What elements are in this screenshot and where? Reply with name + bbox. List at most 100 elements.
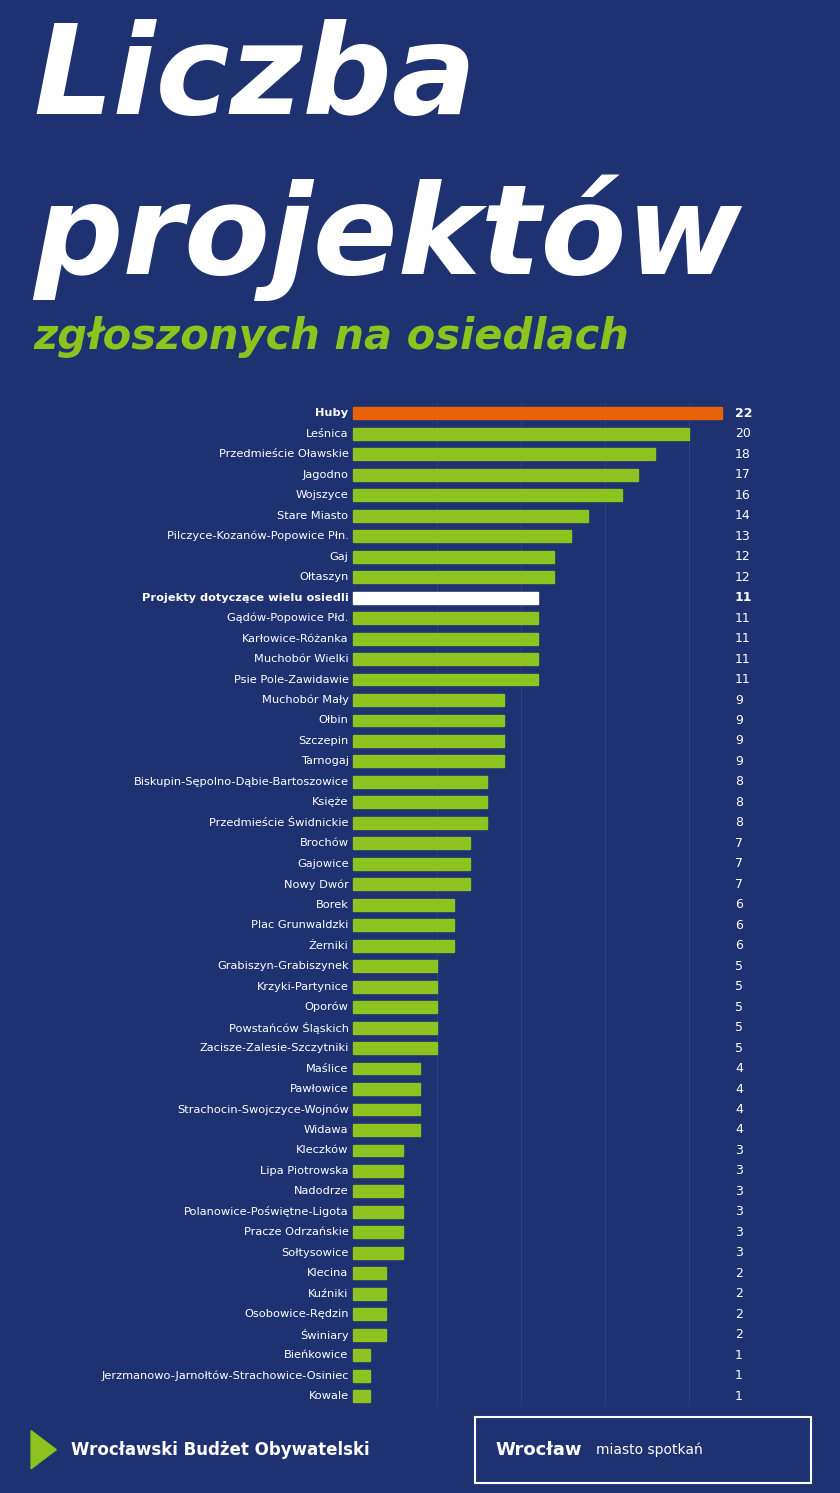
Bar <box>353 1103 420 1115</box>
Text: 5: 5 <box>735 1000 743 1014</box>
Bar <box>353 899 454 911</box>
Text: 12: 12 <box>735 551 751 563</box>
Text: 9: 9 <box>735 714 743 727</box>
Text: 1: 1 <box>735 1390 743 1402</box>
Bar <box>353 796 487 808</box>
Text: 11: 11 <box>735 673 751 685</box>
Text: Pracze Odrzańskie: Pracze Odrzańskie <box>244 1227 349 1238</box>
Text: 4: 4 <box>735 1124 743 1136</box>
Text: 5: 5 <box>735 960 743 972</box>
Bar <box>353 1145 403 1157</box>
Text: Pawłowice: Pawłowice <box>290 1084 349 1094</box>
Bar <box>353 715 504 727</box>
Text: 13: 13 <box>735 530 751 542</box>
Bar <box>353 755 504 767</box>
Text: Zacisze-Zalesie-Szczytniki: Zacisze-Zalesie-Szczytniki <box>199 1044 349 1053</box>
Text: Wrocław: Wrocław <box>496 1441 582 1459</box>
Text: 9: 9 <box>735 755 743 767</box>
Bar <box>353 1021 437 1033</box>
Text: Nowy Dwór: Nowy Dwór <box>284 879 349 890</box>
Text: Kuźniki: Kuźniki <box>308 1288 349 1299</box>
Bar <box>353 878 470 890</box>
Bar <box>353 572 554 584</box>
Text: Kleczków: Kleczków <box>297 1145 349 1156</box>
Text: Borek: Borek <box>316 900 349 909</box>
Bar <box>353 1185 403 1197</box>
Text: 3: 3 <box>735 1165 743 1178</box>
Text: 9: 9 <box>735 735 743 748</box>
Text: 14: 14 <box>735 509 751 523</box>
Text: Karłowice-Różanka: Karłowice-Różanka <box>242 633 349 643</box>
Text: Ołbin: Ołbin <box>318 715 349 726</box>
Text: Przedmieście Oławskie: Przedmieście Oławskie <box>218 449 349 460</box>
Bar <box>353 1063 420 1075</box>
Text: 22: 22 <box>735 408 753 420</box>
Text: Sołtysowice: Sołtysowice <box>281 1248 349 1257</box>
Text: 2: 2 <box>735 1308 743 1321</box>
Text: miasto spotkań: miasto spotkań <box>596 1442 703 1457</box>
Bar <box>353 817 487 829</box>
Text: 3: 3 <box>735 1185 743 1197</box>
Text: 3: 3 <box>735 1205 743 1218</box>
Bar <box>353 1288 386 1300</box>
Bar <box>353 735 504 746</box>
Bar <box>353 960 437 972</box>
Text: 16: 16 <box>735 488 751 502</box>
Bar <box>353 776 487 788</box>
Text: 3: 3 <box>735 1226 743 1239</box>
Text: Gądów-Popowice Płd.: Gądów-Popowice Płd. <box>228 612 349 624</box>
Bar <box>353 1082 420 1094</box>
Text: 8: 8 <box>735 775 743 788</box>
Text: Tarnogaj: Tarnogaj <box>301 757 349 766</box>
Bar <box>353 1226 403 1238</box>
Text: Huby: Huby <box>316 409 349 418</box>
Text: 11: 11 <box>735 591 753 605</box>
Text: Księże: Księże <box>312 797 349 808</box>
Text: Polanowice-Poświętne-Ligota: Polanowice-Poświętne-Ligota <box>184 1206 349 1217</box>
Bar <box>353 1042 437 1054</box>
Text: Ołtaszyn: Ołtaszyn <box>299 572 349 582</box>
Text: 1: 1 <box>735 1369 743 1383</box>
Text: Osobowice-Rędzin: Osobowice-Rędzin <box>244 1309 349 1320</box>
Text: Krzyki-Partynice: Krzyki-Partynice <box>257 982 349 991</box>
Text: Gajowice: Gajowice <box>297 858 349 869</box>
Text: 8: 8 <box>735 796 743 809</box>
Text: Powstańców Śląskich: Powstańców Śląskich <box>228 1021 349 1033</box>
Text: 6: 6 <box>735 939 743 953</box>
Text: 3: 3 <box>735 1247 743 1259</box>
Text: 11: 11 <box>735 652 751 666</box>
Bar <box>353 469 638 481</box>
Text: 7: 7 <box>735 857 743 870</box>
Bar <box>353 408 722 420</box>
Text: 4: 4 <box>735 1082 743 1096</box>
Text: 11: 11 <box>735 632 751 645</box>
Text: Oporów: Oporów <box>305 1002 349 1012</box>
Text: 11: 11 <box>735 612 751 624</box>
Text: Jagodno: Jagodno <box>302 470 349 479</box>
Text: Świniary: Świniary <box>300 1329 349 1341</box>
Text: Muchobór Mały: Muchobór Mały <box>261 694 349 705</box>
Text: Stare Miasto: Stare Miasto <box>277 511 349 521</box>
Text: 4: 4 <box>735 1103 743 1115</box>
Text: 5: 5 <box>735 1042 743 1054</box>
Text: 12: 12 <box>735 570 751 584</box>
Bar <box>353 939 454 951</box>
Bar <box>353 490 622 502</box>
Text: Widawa: Widawa <box>304 1126 349 1135</box>
Bar <box>353 1308 386 1320</box>
Text: Kowale: Kowale <box>308 1391 349 1400</box>
Bar <box>353 551 554 563</box>
Text: projektów: projektów <box>34 175 743 302</box>
Bar <box>353 838 470 850</box>
Bar <box>353 1165 403 1176</box>
Text: 5: 5 <box>735 981 743 993</box>
Bar <box>353 448 655 460</box>
Text: 1: 1 <box>735 1348 743 1362</box>
Text: zgłoszonych na osiedlach: zgłoszonych na osiedlach <box>34 315 629 358</box>
Text: 9: 9 <box>735 694 743 706</box>
Bar <box>353 509 588 521</box>
Text: Nadodrze: Nadodrze <box>294 1187 349 1196</box>
Bar <box>353 1390 370 1402</box>
Text: 17: 17 <box>735 469 751 481</box>
Bar <box>353 1002 437 1014</box>
